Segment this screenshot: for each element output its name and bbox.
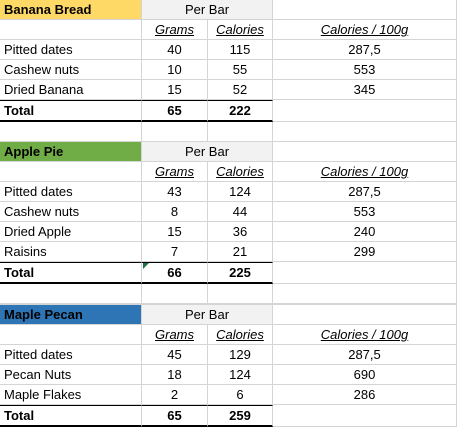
grams-header-cell[interactable]: Grams — [142, 20, 208, 40]
empty-cell[interactable] — [273, 100, 457, 122]
empty-cell[interactable] — [0, 325, 142, 345]
calories-header-cell[interactable]: Calories — [208, 162, 273, 182]
ingredient-name-cell[interactable]: Raisins — [0, 242, 142, 262]
calories-per-100g-cell[interactable]: 287,5 — [273, 40, 457, 60]
total-calories-cell[interactable]: 225 — [208, 262, 273, 284]
empty-cell[interactable] — [208, 304, 273, 305]
calories-cell[interactable]: 21 — [208, 242, 273, 262]
empty-cell[interactable] — [273, 305, 457, 325]
calories-per-100g-cell[interactable]: 299 — [273, 242, 457, 262]
calories-per-100g-cell[interactable]: 240 — [273, 222, 457, 242]
calories-cell[interactable]: 6 — [208, 385, 273, 405]
calories-cell[interactable]: 124 — [208, 365, 273, 385]
grams-cell[interactable]: 10 — [142, 60, 208, 80]
grams-cell[interactable]: 2 — [142, 385, 208, 405]
calories-cell[interactable]: 52 — [208, 80, 273, 100]
calories-cell[interactable]: 55 — [208, 60, 273, 80]
total-label-cell[interactable]: Total — [0, 405, 142, 427]
per-bar-header-cell[interactable]: Per Bar — [142, 142, 273, 162]
calories-per-100g-header-cell[interactable]: Calories / 100g — [273, 325, 457, 345]
empty-cell[interactable] — [273, 142, 457, 162]
calories-header-cell[interactable]: Calories — [208, 20, 273, 40]
grams-cell[interactable]: 18 — [142, 365, 208, 385]
section-title-cell[interactable]: Maple Pecan — [0, 305, 142, 325]
grams-header-cell[interactable]: Grams — [142, 162, 208, 182]
empty-cell[interactable] — [273, 0, 457, 20]
ingredient-name-cell[interactable]: Pecan Nuts — [0, 365, 142, 385]
ingredient-name-cell[interactable]: Cashew nuts — [0, 60, 142, 80]
total-grams-cell[interactable]: 65 — [142, 405, 208, 427]
section-title-cell[interactable]: Banana Bread — [0, 0, 142, 20]
section-title-cell[interactable]: Apple Pie — [0, 142, 142, 162]
calories-per-100g-cell[interactable]: 553 — [273, 60, 457, 80]
calories-cell[interactable]: 36 — [208, 222, 273, 242]
per-bar-header-cell[interactable]: Per Bar — [142, 305, 273, 325]
empty-cell[interactable] — [142, 304, 208, 305]
per-bar-header-cell[interactable]: Per Bar — [142, 0, 273, 20]
total-calories-cell[interactable]: 222 — [208, 100, 273, 122]
empty-cell[interactable] — [0, 304, 142, 305]
grams-cell[interactable]: 15 — [142, 80, 208, 100]
ingredient-name-cell[interactable]: Dried Banana — [0, 80, 142, 100]
calories-per-100g-cell[interactable]: 690 — [273, 365, 457, 385]
empty-cell[interactable] — [273, 122, 457, 142]
total-label-cell[interactable]: Total — [0, 100, 142, 122]
calories-per-100g-cell[interactable]: 287,5 — [273, 345, 457, 365]
calories-cell[interactable]: 124 — [208, 182, 273, 202]
grams-cell[interactable]: 15 — [142, 222, 208, 242]
ingredient-name-cell[interactable]: Cashew nuts — [0, 202, 142, 222]
empty-cell[interactable] — [273, 262, 457, 284]
calories-header-cell[interactable]: Calories — [208, 325, 273, 345]
empty-cell[interactable] — [273, 405, 457, 427]
calories-cell[interactable]: 115 — [208, 40, 273, 60]
grams-cell[interactable]: 45 — [142, 345, 208, 365]
empty-cell[interactable] — [273, 284, 457, 304]
calories-per-100g-cell[interactable]: 287,5 — [273, 182, 457, 202]
total-label-cell[interactable]: Total — [0, 262, 142, 284]
empty-cell[interactable] — [0, 20, 142, 40]
grams-header-cell[interactable]: Grams — [142, 325, 208, 345]
calories-per-100g-cell[interactable]: 286 — [273, 385, 457, 405]
calories-per-100g-cell[interactable]: 345 — [273, 80, 457, 100]
ingredient-name-cell[interactable]: Dried Apple — [0, 222, 142, 242]
calories-per-100g-header-cell[interactable]: Calories / 100g — [273, 20, 457, 40]
total-calories-cell[interactable]: 259 — [208, 405, 273, 427]
ingredient-name-cell[interactable]: Maple Flakes — [0, 385, 142, 405]
empty-cell[interactable] — [208, 284, 273, 304]
empty-cell[interactable] — [142, 284, 208, 304]
calories-cell[interactable]: 44 — [208, 202, 273, 222]
calories-per-100g-header-cell[interactable]: Calories / 100g — [273, 162, 457, 182]
calories-cell[interactable]: 129 — [208, 345, 273, 365]
empty-cell[interactable] — [0, 122, 142, 142]
total-grams-cell[interactable]: 66 — [142, 262, 208, 284]
empty-cell[interactable] — [208, 122, 273, 142]
ingredient-name-cell[interactable]: Pitted dates — [0, 345, 142, 365]
grams-cell[interactable]: 40 — [142, 40, 208, 60]
empty-cell[interactable] — [142, 122, 208, 142]
grams-cell[interactable]: 8 — [142, 202, 208, 222]
ingredient-name-cell[interactable]: Pitted dates — [0, 182, 142, 202]
grams-cell[interactable]: 7 — [142, 242, 208, 262]
empty-cell[interactable] — [0, 284, 142, 304]
grams-cell[interactable]: 43 — [142, 182, 208, 202]
error-indicator-icon[interactable] — [143, 263, 149, 269]
calories-per-100g-cell[interactable]: 553 — [273, 202, 457, 222]
ingredient-name-cell[interactable]: Pitted dates — [0, 40, 142, 60]
empty-cell[interactable] — [0, 162, 142, 182]
total-grams-cell[interactable]: 65 — [142, 100, 208, 122]
